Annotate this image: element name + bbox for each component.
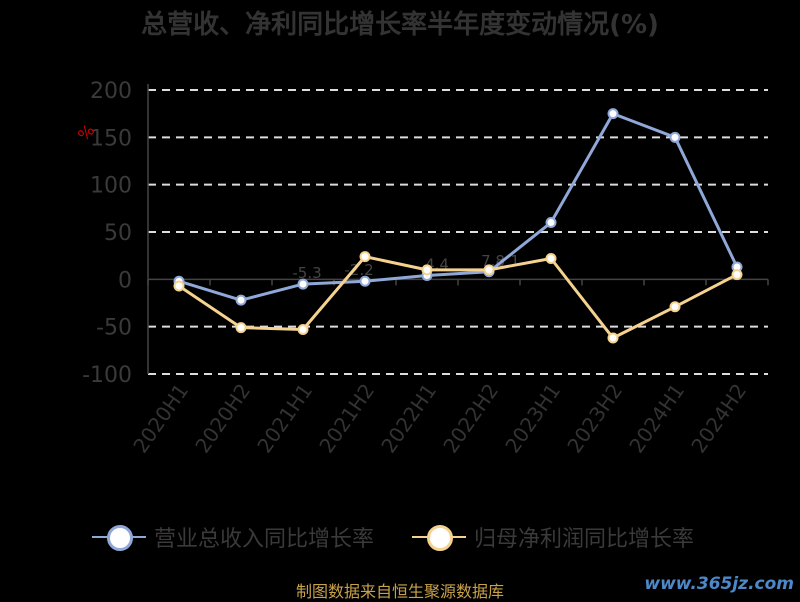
data-point xyxy=(359,275,371,287)
x-tick-label: 2023H2 xyxy=(562,379,627,457)
data-point xyxy=(421,264,433,276)
data-point xyxy=(545,253,557,265)
data-label: 1 xyxy=(510,252,520,270)
x-tick-label: 2021H1 xyxy=(252,379,317,457)
data-point xyxy=(173,280,185,292)
data-point xyxy=(297,278,309,290)
legend-item-net-profit[interactable]: 归母净利润同比增长率 xyxy=(412,522,694,552)
y-tick-label: 200 xyxy=(90,79,132,104)
data-point xyxy=(297,324,309,336)
data-point xyxy=(359,251,371,263)
y-tick-label: 0 xyxy=(118,268,132,293)
data-point xyxy=(669,301,681,313)
series-line-1 xyxy=(178,255,738,340)
legend-item-revenue[interactable]: 营业总收入同比增长率 xyxy=(92,522,374,552)
x-tick-label: 2020H1 xyxy=(128,379,193,457)
x-tick-label: 2024H1 xyxy=(624,379,689,457)
data-point xyxy=(235,294,247,306)
y-tick-label: -50 xyxy=(96,316,132,341)
x-tick-label: 2023H1 xyxy=(500,379,565,457)
data-point xyxy=(731,269,743,281)
x-tick-label: 2022H1 xyxy=(376,379,441,457)
legend-label-revenue: 营业总收入同比增长率 xyxy=(154,527,375,552)
x-tick-label: 2020H2 xyxy=(190,379,255,457)
source-note: 制图数据来自恒生聚源数据库 xyxy=(295,582,504,601)
data-point xyxy=(483,264,495,276)
data-point xyxy=(545,217,557,229)
y-tick-label: 50 xyxy=(104,221,132,246)
data-point xyxy=(607,332,619,344)
legend-label-net-profit: 归母净利润同比增长率 xyxy=(474,527,695,552)
x-tick-label: 2022H2 xyxy=(438,379,503,457)
data-point xyxy=(607,108,619,120)
data-point xyxy=(235,322,247,334)
chart-title: 总营收、净利同比增长率半年度变动情况(%) xyxy=(141,10,659,40)
x-tick-label: 2021H2 xyxy=(314,379,379,457)
series-layer xyxy=(173,108,743,344)
y-tick-label: 100 xyxy=(90,174,132,199)
y-tick-label: -100 xyxy=(82,363,132,388)
x-tick-label: 2024H2 xyxy=(686,379,751,457)
data-point xyxy=(669,131,681,143)
watermark: www.365jz.com xyxy=(644,574,794,594)
series-line-0 xyxy=(178,112,739,302)
data-label: -2.2 xyxy=(344,261,373,279)
legend-net-profit-marker-icon xyxy=(412,522,466,552)
legend-revenue-marker-icon xyxy=(92,522,146,552)
data-label: -5.3 xyxy=(292,264,321,282)
y-tick-label: 150 xyxy=(90,126,132,151)
